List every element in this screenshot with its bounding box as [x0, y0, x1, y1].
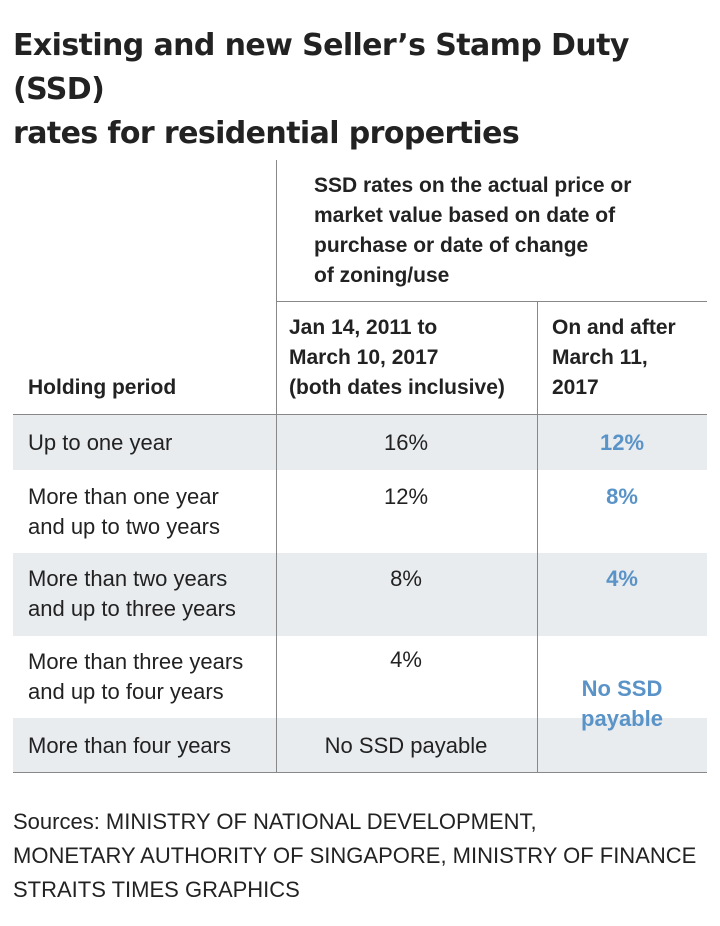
- header-col-new-rates: On and after March 11, 2017: [552, 313, 712, 403]
- table-row-old-rate: 12%: [276, 482, 536, 512]
- cell-line: 12%: [383, 484, 429, 509]
- source-line: STRAITS TIMES GRAPHICS: [13, 877, 300, 902]
- title-line: rates for residential properties: [13, 116, 520, 151]
- table-row-old-rate: 4%: [276, 645, 536, 675]
- table-row-new-rate: 8%: [537, 482, 707, 512]
- divider-table-bottom: [13, 772, 707, 773]
- table-row-old-rate: 16%: [276, 428, 536, 458]
- divider-vertical-2: [537, 302, 538, 772]
- table-row-period: Up to one year: [28, 428, 273, 458]
- table-row-old-rate: 8%: [276, 564, 536, 594]
- header-line: Jan 14, 2011 to: [289, 316, 438, 339]
- row-band-3: [13, 553, 707, 636]
- row-band-1: [13, 415, 707, 470]
- cell-line: Up to one year: [28, 430, 173, 455]
- row-band-5: [13, 718, 707, 772]
- page-title: Existing and new Seller’s Stamp Duty (SS…: [13, 24, 713, 156]
- table-row-new-rate: 12%: [537, 428, 707, 458]
- cell-line: More than two years: [28, 566, 228, 591]
- table-row-old-rate: No SSD payable: [276, 731, 536, 761]
- header-line: SSD rates on the actual price or: [314, 174, 632, 197]
- header-line: (both dates inclusive): [289, 376, 505, 399]
- cell-line: and up to two years: [28, 514, 221, 539]
- cell-line: payable: [581, 706, 663, 731]
- header-line: On and after: [552, 316, 676, 339]
- table-row-period: More than one year and up to two years: [28, 482, 273, 542]
- header-line: March 11,: [552, 346, 648, 369]
- title-line: Existing and new Seller’s Stamp Duty (SS…: [13, 28, 629, 107]
- divider-vertical-1: [276, 160, 277, 772]
- table-row-period: More than four years: [28, 731, 273, 761]
- cell-line: 4%: [390, 647, 422, 672]
- cell-line: No SSD payable: [324, 733, 488, 758]
- divider-header-bottom: [13, 414, 707, 415]
- cell-line: 8%: [390, 566, 422, 591]
- header-col-old-rates: Jan 14, 2011 to March 10, 2017 (both dat…: [289, 313, 534, 403]
- header-group-label: SSD rates on the actual price or market …: [314, 171, 709, 291]
- source-line: MONETARY AUTHORITY OF SINGAPORE, MINISTR…: [13, 843, 697, 868]
- header-line: March 10, 2017: [289, 346, 439, 369]
- cell-line: 8%: [606, 484, 638, 509]
- cell-line: and up to three years: [28, 596, 236, 621]
- cell-line: 4%: [606, 566, 638, 591]
- cell-line: No SSD: [581, 676, 663, 701]
- header-holding-period: Holding period: [28, 373, 268, 403]
- cell-line: 12%: [599, 430, 645, 455]
- cell-line: and up to four years: [28, 679, 224, 704]
- cell-line: 16%: [383, 430, 429, 455]
- table-row-period: More than three years and up to four yea…: [28, 647, 273, 707]
- sources-note: Sources: MINISTRY OF NATIONAL DEVELOPMEN…: [13, 805, 713, 907]
- header-line: market value based on date of: [314, 204, 616, 227]
- table-row-new-rate: 4%: [537, 564, 707, 594]
- header-line: purchase or date of change: [314, 234, 589, 257]
- source-line: Sources: MINISTRY OF NATIONAL DEVELOPMEN…: [13, 809, 537, 834]
- divider-header-group: [276, 301, 707, 302]
- header-line: Holding period: [28, 376, 177, 399]
- cell-line: More than four years: [28, 733, 231, 758]
- cell-line: More than three years: [28, 649, 244, 674]
- cell-line: More than one year: [28, 484, 219, 509]
- merged-new-rate-cell: No SSD payable: [537, 674, 707, 734]
- table-row-period: More than two years and up to three year…: [28, 564, 273, 624]
- header-line: of zoning/use: [314, 264, 450, 287]
- header-line: 2017: [552, 376, 599, 399]
